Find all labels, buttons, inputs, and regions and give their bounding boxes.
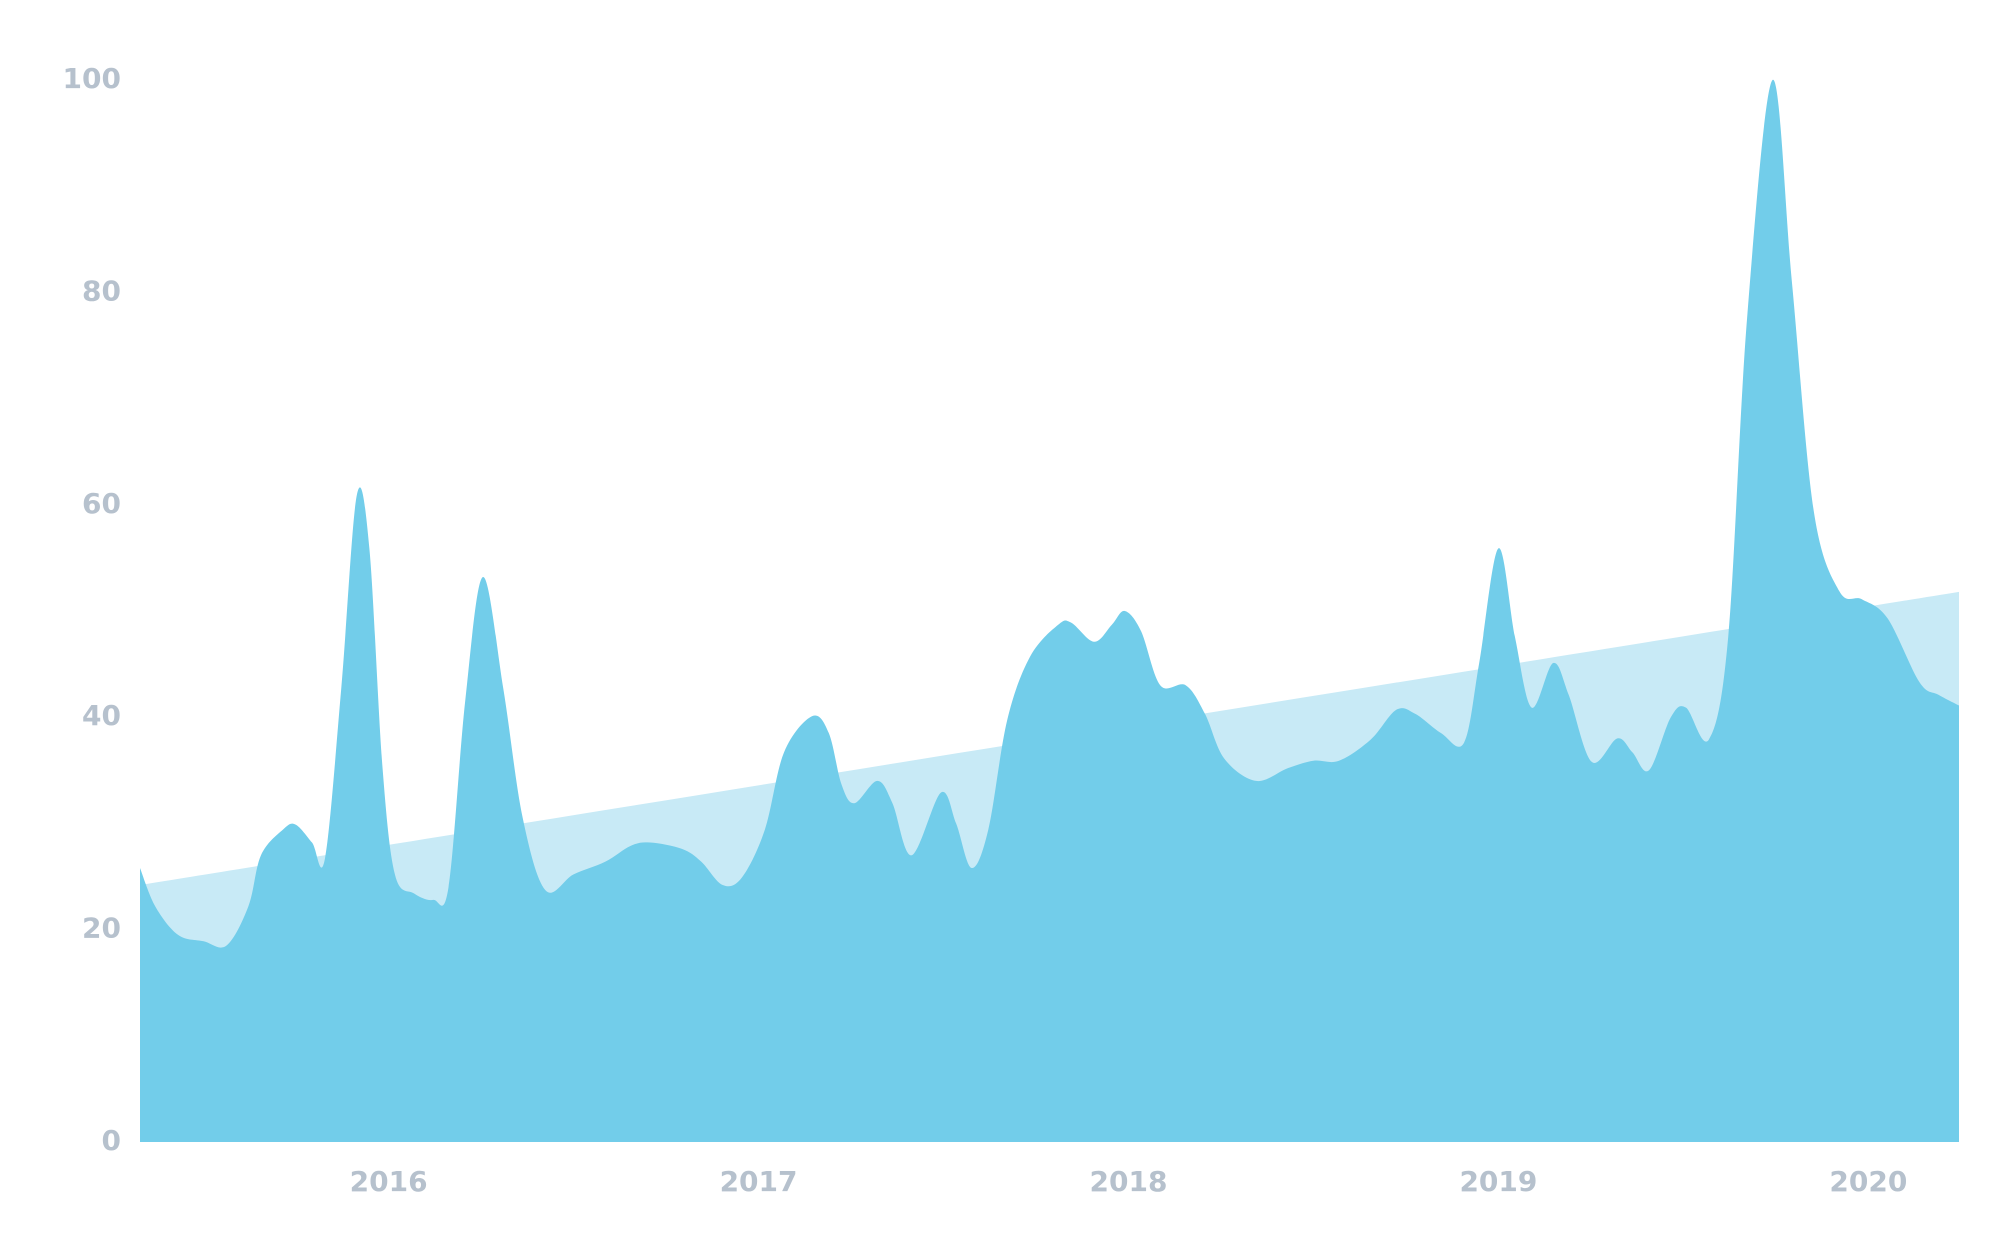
x-tick-label: 2018 (1090, 1165, 1168, 1198)
y-tick-label: 80 (82, 274, 121, 307)
y-tick-label: 100 (63, 62, 121, 95)
area (140, 79, 1959, 1142)
x-tick-label: 2019 (1459, 1165, 1537, 1198)
y-tick-label: 60 (82, 487, 121, 520)
x-tick-label: 2017 (720, 1165, 798, 1198)
y-tick-label: 0 (102, 1124, 121, 1157)
x-tick-label: 2016 (350, 1165, 428, 1198)
x-tick-label: 2020 (1829, 1165, 1907, 1198)
y-tick-label: 20 (82, 912, 121, 945)
y-tick-label: 40 (82, 699, 121, 732)
